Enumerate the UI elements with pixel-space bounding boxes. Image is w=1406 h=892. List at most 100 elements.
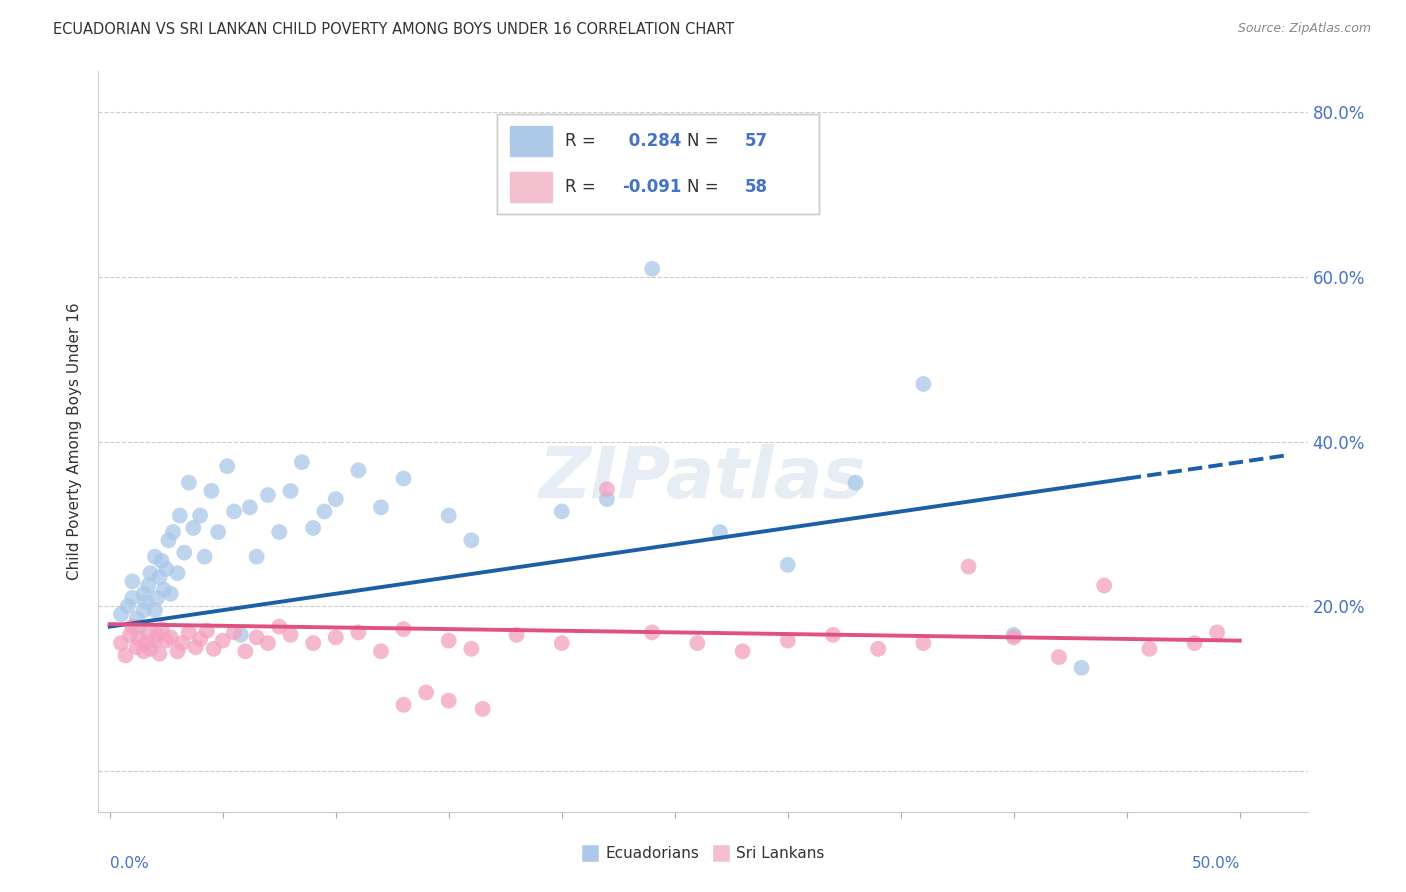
Text: ECUADORIAN VS SRI LANKAN CHILD POVERTY AMONG BOYS UNDER 16 CORRELATION CHART: ECUADORIAN VS SRI LANKAN CHILD POVERTY A… [53,22,735,37]
Point [1047,650,1070,665]
Point [551,504,574,518]
Point [155,633,177,648]
Point [121,591,143,605]
Point [170,636,193,650]
Point [110,636,132,650]
Point [146,628,169,642]
Point [437,508,460,523]
Point [494,192,516,206]
Point [821,628,844,642]
Point [222,504,245,518]
Point [148,647,170,661]
Text: Source: ZipAtlas.com: Source: ZipAtlas.com [1237,22,1371,36]
Point [136,578,159,592]
Text: N =: N = [688,132,718,150]
Point [125,640,148,655]
Point [128,619,150,633]
Point [347,463,370,477]
Point [1137,641,1160,656]
Point [1002,628,1025,642]
Text: R =: R = [565,178,596,195]
Point [139,566,162,581]
Point [257,636,280,650]
Point [776,633,799,648]
Point [173,545,195,560]
Point [370,500,392,515]
Point [177,625,200,640]
Text: R =: R = [565,132,596,150]
Point [132,603,155,617]
Point [596,492,619,507]
Point [1092,578,1115,592]
Point [135,636,157,650]
Point [202,641,225,656]
Point [392,698,415,712]
Text: 57: 57 [745,132,768,150]
Point [302,636,325,650]
Point [153,582,176,597]
Point [1070,661,1092,675]
Point [128,632,150,646]
Y-axis label: Child Poverty Among Boys Under 16: Child Poverty Among Boys Under 16 [67,302,83,581]
Point [150,554,173,568]
Point [162,524,184,539]
Point [1184,636,1206,650]
Text: ZIPatlas: ZIPatlas [540,444,866,513]
Point [392,622,415,636]
Point [302,521,325,535]
Point [460,533,482,548]
Point [596,482,619,496]
Point [229,628,252,642]
Point [146,591,169,605]
Text: N =: N = [688,178,718,195]
Point [157,533,180,548]
Point [143,549,166,564]
Point [776,558,799,572]
Point [505,628,527,642]
Point [121,619,143,633]
Bar [510,171,551,202]
Point [222,625,245,640]
Point [437,694,460,708]
Point [188,508,211,523]
Point [121,574,143,589]
Text: 50.0%: 50.0% [1191,856,1240,871]
Point [280,483,302,498]
Point [125,611,148,625]
Point [460,641,482,656]
Point [183,521,205,535]
Point [845,475,868,490]
Point [211,633,233,648]
Point [177,475,200,490]
Point [150,622,173,636]
Text: -0.091: -0.091 [623,178,682,195]
Legend: Ecuadorians, Sri Lankans: Ecuadorians, Sri Lankans [575,839,831,867]
Bar [510,126,551,156]
Point [217,459,239,474]
Point [912,636,935,650]
Point [110,607,132,622]
Point [1206,625,1229,640]
Point [257,488,280,502]
Point [166,644,188,658]
Point [269,619,291,633]
Point [957,559,980,574]
Point [166,566,188,581]
Point [135,595,157,609]
Point [132,587,155,601]
Point [370,644,392,658]
Point [1002,630,1025,644]
Point [686,636,709,650]
Point [246,630,269,644]
Point [117,599,139,613]
Point [912,376,935,391]
Point [347,625,370,640]
Point [143,603,166,617]
Point [641,625,664,640]
Point [120,628,142,642]
Text: 0.0%: 0.0% [110,856,149,871]
Point [437,633,460,648]
Point [188,632,211,646]
Point [200,483,222,498]
Point [195,624,218,638]
